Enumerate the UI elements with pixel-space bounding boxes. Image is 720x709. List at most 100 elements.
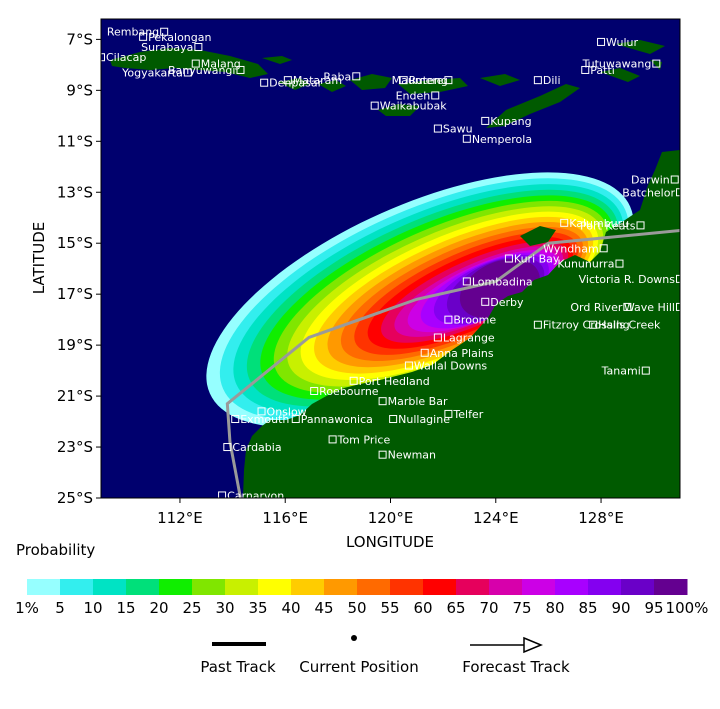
place-name: Victoria R. Downs: [579, 273, 676, 286]
place-name: Broome: [453, 314, 496, 327]
place-marker: Cardabia: [223, 441, 282, 454]
legend-swatch: [423, 579, 457, 595]
place-marker: Banyuwangi: [168, 64, 245, 77]
forecast-track-line: [225, 228, 680, 498]
legend-tick-label: 25: [182, 599, 201, 617]
legend-tick-label: 15: [116, 599, 135, 617]
current-position-label: Current Position: [299, 658, 419, 676]
place-name: Fitzroy Crossing: [543, 319, 630, 332]
place-name: Yogyakarta: [121, 67, 183, 80]
place-name: Waikabubak: [380, 100, 448, 113]
place-name: Lagrange: [443, 331, 495, 344]
place-name: Endeh: [396, 89, 431, 102]
place-name: Banyuwangi: [168, 64, 236, 77]
place-name: Raba: [323, 70, 351, 83]
place-marker: Fitzroy Crossing: [533, 319, 630, 332]
place-square-icon: [139, 32, 148, 41]
place-name: Wulur: [606, 36, 638, 49]
place-name: Kupang: [490, 115, 531, 128]
place-square-icon: [283, 76, 292, 85]
place-name: Darwin: [631, 174, 670, 187]
place-name: Port Keats: [580, 219, 636, 232]
legend-tick-label: 65: [446, 599, 465, 617]
place-square-icon: [641, 366, 650, 375]
legend-tick-label: 1%: [15, 599, 39, 617]
place-square-icon: [404, 361, 413, 370]
place-marker: Wave Hill: [624, 301, 680, 314]
place-marker: Nullagine: [389, 413, 450, 426]
place-marker: Malang: [191, 58, 241, 71]
place-marker: Port Keats: [580, 219, 645, 232]
place-name: Rembang: [107, 26, 159, 39]
place-name: Cilacap: [106, 51, 146, 64]
lat-tick-label: 11°S: [57, 132, 93, 150]
storm-track: [225, 228, 680, 498]
legend-swatch: [126, 579, 160, 595]
place-marker: Yogyakarta: [121, 67, 192, 80]
place-square-icon: [676, 274, 680, 283]
place-square-icon: [291, 415, 300, 424]
place-marker: Tutuwawang: [582, 58, 661, 71]
legend-colorbar: 1% 5 10 15 20 25 30 35 40 45 50 55 60 65 70 75 80 85 90 95 1…: [15, 579, 708, 617]
legend-tick-label: 10: [83, 599, 102, 617]
place-name: Denpasar: [269, 77, 322, 90]
place-name: Pannawonica: [301, 413, 373, 426]
place-marker: Surabaya: [141, 41, 203, 54]
place-square-icon: [462, 277, 471, 286]
legend-tick-label: 60: [413, 599, 432, 617]
place-marker: Dili: [533, 74, 561, 87]
legend-tick-label: 30: [215, 599, 234, 617]
place-square-icon: [389, 415, 398, 424]
place-marker: Roebourne: [310, 385, 379, 398]
legend-tick-label: 50: [347, 599, 366, 617]
lat-tick-label: 19°S: [57, 336, 93, 354]
legend-swatch: [60, 579, 94, 595]
place-square-icon: [533, 76, 542, 85]
place-marker: Wallal Downs: [404, 360, 487, 373]
land-mass: [378, 104, 420, 116]
lat-tick-label: 23°S: [57, 438, 93, 456]
place-marker: Patti: [581, 64, 615, 77]
longitude-axis-title: LONGITUDE: [346, 533, 434, 551]
place-marker: Denpasar: [260, 77, 323, 90]
place-marker: Kuri Bay: [504, 253, 560, 266]
legend-tick-label: 70: [479, 599, 498, 617]
place-name: Wallal Downs: [414, 360, 487, 373]
place-square-icon: [399, 76, 408, 85]
legend-tick-label: 85: [578, 599, 597, 617]
place-name: Mataram: [293, 74, 342, 87]
place-name: Roebourne: [319, 385, 379, 398]
legend-tick-label: 55: [380, 599, 399, 617]
legend-tick-label: 35: [248, 599, 267, 617]
forecast-track-label: Forecast Track: [462, 658, 570, 676]
legend-tick-label: 75: [512, 599, 531, 617]
place-name: Telfer: [452, 408, 483, 421]
land-mass: [615, 40, 665, 54]
place-name: Malang: [201, 58, 241, 71]
place-square-icon: [194, 43, 203, 52]
forecast-arrowhead-icon: [523, 636, 543, 654]
place-name: Surabaya: [141, 41, 193, 54]
past-track-label: Past Track: [200, 658, 276, 676]
place-marker: Darwin: [631, 174, 679, 187]
place-square-icon: [599, 244, 608, 253]
place-marker: Tom Price: [328, 433, 390, 446]
legend-symbols: Past Track Current Position Forecast Tra…: [200, 635, 570, 676]
place-marker: Sawu: [433, 123, 473, 136]
place-square-icon: [183, 68, 192, 77]
lat-tick-label: 7°S: [66, 30, 93, 48]
place-name: Kununurra: [557, 258, 614, 271]
place-marker: Halls Creek: [589, 319, 661, 332]
place-name: Halls Creek: [598, 319, 661, 332]
place-marker: Batchelor: [622, 186, 680, 199]
place-name: Exmouth: [240, 413, 289, 426]
place-marker: Endeh: [396, 89, 440, 102]
place-name: Cardabia: [232, 441, 281, 454]
place-square-icon: [260, 78, 269, 87]
place-marker: Pekalongan: [139, 31, 212, 44]
place-square-icon: [378, 450, 387, 459]
legend-tick-label: 45: [314, 599, 333, 617]
place-square-icon: [615, 259, 624, 268]
place-marker: Kalumburu: [560, 217, 629, 230]
